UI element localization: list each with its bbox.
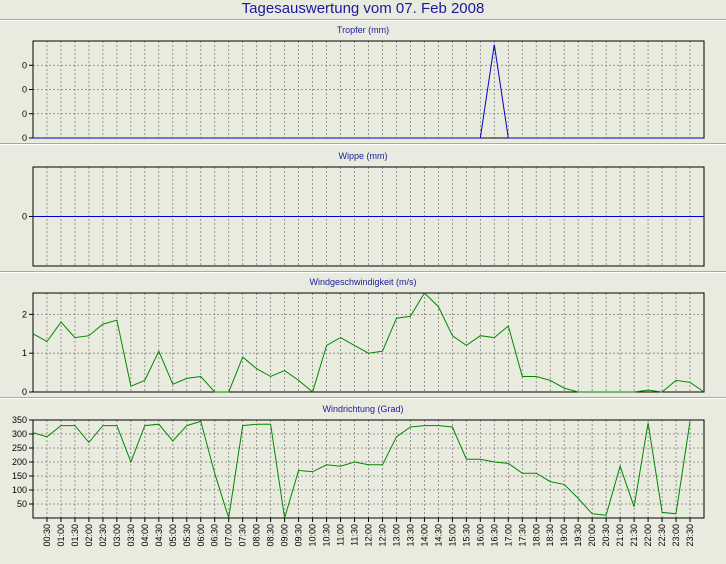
panel-title: Windrichtung (Grad) [322, 404, 403, 414]
x-tick-label: 15:30 [461, 524, 471, 547]
panel-title: Tropfer (mm) [337, 25, 389, 35]
x-tick-label: 10:00 [308, 524, 318, 547]
y-tick-label: 350 [12, 415, 27, 425]
y-tick-label: 0 [22, 387, 27, 397]
x-tick-label: 07:00 [224, 524, 234, 547]
y-tick-label: 200 [12, 457, 27, 467]
x-tick-label: 21:30 [629, 524, 639, 547]
x-tick-label: 12:00 [364, 524, 374, 547]
x-tick-label: 06:00 [196, 524, 206, 547]
panel-title: Windgeschwindigkeit (m/s) [309, 277, 416, 287]
x-tick-label: 07:30 [238, 524, 248, 547]
y-tick-label: 50 [17, 499, 27, 509]
x-tick-label: 11:30 [350, 524, 360, 546]
page-title: Tagesauswertung vom 07. Feb 2008 [241, 0, 485, 17]
plot-frame [32, 292, 705, 393]
y-tick-label: 300 [12, 429, 27, 439]
x-tick-label: 05:30 [182, 524, 192, 547]
x-tick-label: 14:30 [433, 524, 443, 547]
x-tick-label: 13:30 [405, 524, 415, 547]
x-tick-label: 00:30 [42, 524, 52, 547]
x-tick-label: 18:30 [545, 524, 555, 547]
chart-panel-3: Windgeschwindigkeit (m/s) 0 1 2 [0, 271, 726, 397]
x-tick-label: 10:30 [322, 524, 332, 547]
x-tick-label: 21:00 [615, 524, 625, 547]
y-tick-label: 100 [12, 485, 27, 495]
y-tick-label: 0 [22, 212, 27, 222]
chart-panel-4: Windrichtung (Grad) 50 100 150 200 250 300 350 [0, 397, 726, 519]
y-tick-label: 2 [22, 309, 27, 319]
x-tick-label: 17:00 [503, 524, 513, 547]
chart-panel-2: Wippe (mm) 0 [0, 143, 726, 267]
x-tick-label: 03:30 [126, 524, 136, 547]
x-tick-label: 08:00 [252, 524, 262, 547]
x-tick-label: 20:00 [587, 524, 597, 547]
x-tick-label: 23:00 [671, 524, 681, 547]
y-tick-label: 150 [12, 471, 27, 481]
x-tick-label: 08:30 [266, 524, 276, 547]
x-tick-label: 05:00 [168, 524, 178, 547]
y-tick-label: 1 [22, 348, 27, 358]
x-tick-label: 18:00 [531, 524, 541, 547]
x-tick-label: 22:00 [643, 524, 653, 547]
x-tick-label: 14:00 [419, 524, 429, 547]
x-tick-label: 01:00 [56, 524, 66, 547]
y-tick-label: 0 [22, 109, 27, 119]
x-tick-label: 19:30 [573, 524, 583, 547]
y-tick-label: 0 [22, 60, 27, 70]
x-tick-label: 16:00 [475, 524, 485, 547]
x-tick-label: 02:30 [98, 524, 108, 547]
y-tick-label: 0 [22, 85, 27, 95]
y-tick-label: 0 [22, 133, 27, 143]
x-tick-label: 02:00 [84, 524, 94, 547]
panel-title: Wippe (mm) [339, 151, 388, 161]
x-tick-label: 03:00 [112, 524, 122, 547]
series-line [33, 44, 704, 139]
x-tick-label: 09:30 [294, 524, 304, 547]
x-tick-label: 06:30 [210, 524, 220, 547]
x-tick-label: 23:30 [685, 524, 695, 547]
x-tick-label: 16:30 [489, 524, 499, 547]
y-tick-label: 250 [12, 443, 27, 453]
x-tick-label: 22:30 [657, 524, 667, 547]
x-tick-label: 12:30 [377, 524, 387, 547]
x-tick-label: 09:00 [280, 524, 290, 547]
x-tick-label: 11:00 [336, 524, 346, 546]
x-tick-label: 04:30 [154, 524, 164, 547]
x-tick-label: 04:00 [140, 524, 150, 547]
x-tick-label: 20:30 [601, 524, 611, 547]
x-axis: 00:30 01:00 01:30 02:00 02:30 03:00 03:30 04:00… [42, 518, 695, 547]
x-tick-label: 17:30 [517, 524, 527, 547]
series-line [32, 292, 705, 393]
x-tick-label: 19:00 [559, 524, 569, 547]
series-line [32, 420, 691, 519]
x-tick-label: 01:30 [70, 524, 80, 547]
chart-panel-1: Tropfer (mm) 0 0 0 0 [0, 19, 726, 143]
x-tick-label: 15:00 [447, 524, 457, 547]
x-tick-label: 13:00 [391, 524, 401, 547]
